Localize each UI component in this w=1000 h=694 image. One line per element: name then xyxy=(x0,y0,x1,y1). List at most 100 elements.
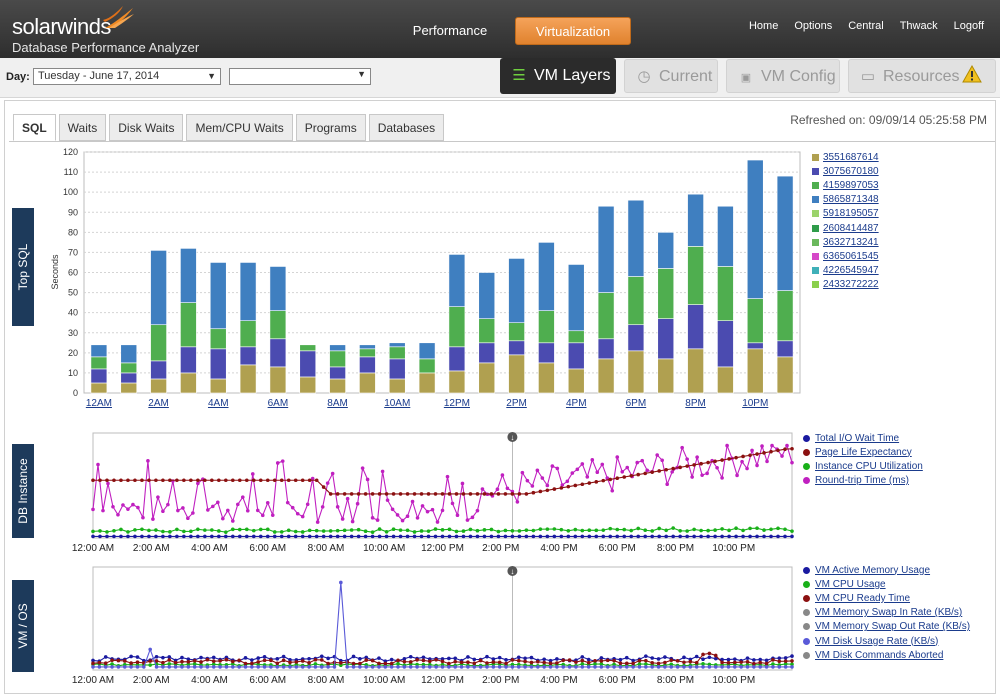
series-point xyxy=(682,655,686,660)
series-point xyxy=(504,665,508,669)
series-point xyxy=(726,665,731,669)
legend-item[interactable]: VM Disk Commands Aborted xyxy=(803,648,970,662)
series-point xyxy=(237,658,241,663)
legend-item[interactable]: VM CPU Ready Time xyxy=(803,591,970,605)
database-select[interactable]: ▼ xyxy=(229,68,371,85)
legend-item[interactable]: VM CPU Usage xyxy=(803,577,970,591)
tab-current[interactable]: ◷ Current xyxy=(624,59,718,93)
series-point xyxy=(313,665,318,669)
series-point xyxy=(119,478,123,483)
line-chart-x-tick: 12:00 PM xyxy=(421,675,464,686)
nav-virtualization[interactable]: Virtualization xyxy=(515,17,631,45)
series-point xyxy=(497,665,502,669)
series-point xyxy=(524,528,529,532)
series-point xyxy=(196,481,200,486)
series-point xyxy=(319,665,324,669)
series-point xyxy=(726,660,731,665)
series-point xyxy=(580,462,585,466)
series-point xyxy=(727,534,731,539)
legend-item[interactable]: VM Memory Swap Out Rate (KB/s) xyxy=(803,620,970,634)
series-point xyxy=(764,658,769,663)
legend-item[interactable]: 2608414487 xyxy=(812,221,879,235)
legend-item[interactable]: VM Active Memory Usage xyxy=(803,563,970,577)
series-point xyxy=(644,654,648,658)
series-point xyxy=(256,656,261,660)
series-point xyxy=(657,469,661,473)
tab-disk-waits[interactable]: Disk Waits xyxy=(109,114,184,141)
series-point xyxy=(421,665,426,669)
legend-item[interactable]: 3551687614 xyxy=(812,150,879,164)
legend-item[interactable]: VM Disk Usage Rate (KB/s) xyxy=(803,634,970,648)
bar-chart-y-tick: 110 xyxy=(64,167,78,177)
series-point xyxy=(310,476,315,481)
series-point xyxy=(231,659,235,664)
series-point xyxy=(126,478,130,483)
legend-item[interactable]: Total I/O Wait Time xyxy=(803,431,923,445)
series-point xyxy=(656,657,661,661)
series-point xyxy=(475,492,480,496)
tab-sql[interactable]: SQL xyxy=(13,114,56,141)
bar-chart-x-tick: 10PM xyxy=(742,398,768,409)
series-point xyxy=(765,459,769,464)
link-central[interactable]: Central xyxy=(848,20,884,32)
link-thwack[interactable]: Thwack xyxy=(899,20,938,32)
series-point xyxy=(342,492,347,496)
series-point xyxy=(545,534,550,539)
bar-segment xyxy=(359,344,376,350)
legend-item[interactable]: Instance CPU Utilization xyxy=(803,459,923,473)
tab-vm-config[interactable]: ▣ VM Config xyxy=(726,59,840,93)
series-point xyxy=(755,463,759,468)
series-point xyxy=(224,657,229,662)
series-point xyxy=(339,580,343,585)
nav-performance[interactable]: Performance xyxy=(412,23,488,38)
series-point xyxy=(410,499,415,504)
series-point xyxy=(265,527,270,532)
series-point xyxy=(307,656,311,661)
bar-segment xyxy=(687,193,704,247)
legend-item[interactable]: 4159897053 xyxy=(812,178,879,192)
series-point xyxy=(555,661,559,665)
legend-item[interactable]: 3075670180 xyxy=(812,164,879,178)
series-point xyxy=(470,515,475,520)
series-point xyxy=(701,662,705,666)
series-point xyxy=(669,665,674,669)
series-point xyxy=(785,443,789,448)
tab-mem-cpu-waits[interactable]: Mem/CPU Waits xyxy=(186,114,293,141)
legend-item[interactable]: Page Life Expectancy xyxy=(803,445,923,459)
legend-item[interactable]: 5865871348 xyxy=(812,193,879,207)
series-point xyxy=(269,658,273,663)
tab-waits[interactable]: Waits xyxy=(58,114,107,141)
legend-item[interactable]: Round-trip Time (ms) xyxy=(803,474,923,488)
series-point xyxy=(105,478,109,483)
legend-item[interactable]: 6365061545 xyxy=(812,249,879,263)
series-point xyxy=(608,526,613,531)
legend-item[interactable]: VM Memory Swap In Rate (KB/s) xyxy=(803,606,970,620)
series-point xyxy=(637,662,642,666)
series-point xyxy=(548,665,553,669)
series-point xyxy=(733,657,737,661)
link-options[interactable]: Options xyxy=(794,20,833,32)
legend-item[interactable]: 3632713241 xyxy=(812,235,879,249)
link-logoff[interactable]: Logoff xyxy=(953,20,984,32)
legend-marker xyxy=(803,462,810,470)
tab-databases[interactable]: Databases xyxy=(368,114,445,141)
series-point xyxy=(217,478,221,483)
tab-programs[interactable]: Programs xyxy=(295,114,366,141)
day-select[interactable]: Tuesday - June 17, 2014 ▼ xyxy=(33,68,221,85)
series-point xyxy=(97,665,102,669)
legend-item[interactable]: 5918195057 xyxy=(812,207,879,221)
tab-vm-layers[interactable]: ☰ VM Layers xyxy=(500,58,616,94)
legend-item[interactable]: 2433272222 xyxy=(812,278,879,292)
series-point xyxy=(516,655,521,660)
series-point xyxy=(396,658,400,663)
link-home[interactable]: Home xyxy=(748,20,779,32)
series-point xyxy=(707,651,712,656)
series-point xyxy=(783,527,787,532)
series-point xyxy=(650,656,654,660)
legend-item[interactable]: 4226545947 xyxy=(812,264,879,278)
series-point xyxy=(699,461,703,466)
series-point xyxy=(186,516,190,521)
series-point xyxy=(478,658,483,663)
series-point xyxy=(682,665,686,669)
series-point xyxy=(97,660,102,665)
